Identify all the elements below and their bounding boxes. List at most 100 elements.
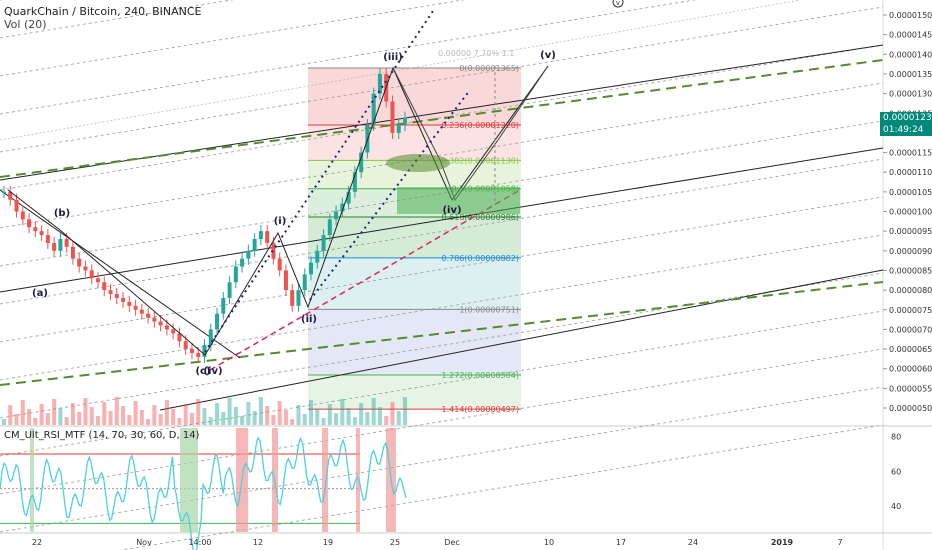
volume-bar xyxy=(20,400,25,425)
candle-body xyxy=(215,313,220,330)
volume-bar xyxy=(315,409,320,425)
candle-body xyxy=(377,73,382,94)
volume-bar xyxy=(265,406,270,425)
volume-bar xyxy=(290,419,295,425)
volume-bar xyxy=(8,405,13,425)
wave-label: (b) xyxy=(54,208,70,219)
x-tick-label: 10 xyxy=(544,538,554,547)
fib-label: 1(0.00000751) xyxy=(459,305,519,314)
candle-body xyxy=(227,282,232,298)
volume-bar xyxy=(171,409,176,425)
candles xyxy=(2,67,407,425)
channel-dashed-line xyxy=(119,424,884,550)
wave-label: (ii) xyxy=(301,314,317,325)
candle-body xyxy=(277,258,282,271)
candle-body xyxy=(340,203,345,212)
volume-bar xyxy=(108,411,113,425)
volume-bar xyxy=(58,408,63,425)
candle-body xyxy=(77,258,82,267)
candle-body xyxy=(177,333,182,342)
volume-bar xyxy=(158,414,163,425)
x-tick-label: Nov xyxy=(136,538,152,547)
candle-body xyxy=(352,172,357,192)
volume-bar xyxy=(196,399,201,425)
volume-bar xyxy=(321,418,326,425)
candle-body xyxy=(121,297,126,302)
candle-body xyxy=(108,290,113,295)
volume-bar xyxy=(359,403,364,425)
volume-bar xyxy=(121,406,126,425)
candle-body xyxy=(315,250,320,263)
wave-label: (i) xyxy=(274,216,287,227)
candle-body xyxy=(327,219,332,236)
dotted-trend-line xyxy=(309,89,471,301)
volume-bar xyxy=(33,418,38,425)
candle-body xyxy=(8,191,13,200)
channel-dashed-line xyxy=(0,348,884,495)
rsi-highlight xyxy=(322,428,328,532)
candle-body xyxy=(346,191,351,204)
fib-label: 0(0.00001365) xyxy=(459,64,519,73)
volume-bar xyxy=(64,417,69,425)
x-tick-label: 7 xyxy=(837,538,842,547)
candle-body xyxy=(265,231,270,243)
channel-outer-line xyxy=(0,0,801,141)
volume-bar xyxy=(45,413,50,425)
candle-body xyxy=(52,242,57,251)
candle-body xyxy=(133,305,138,310)
channel-dashed-line xyxy=(0,44,884,191)
volume-bar xyxy=(252,411,257,425)
chart-title: QuarkChain / Bitcoin, 240, BINANCE xyxy=(4,5,202,18)
volume-bar xyxy=(390,402,395,425)
candle-body xyxy=(70,246,75,259)
x-tick-label: 22 xyxy=(32,538,42,547)
candle-body xyxy=(334,211,339,220)
candle-body xyxy=(246,250,251,259)
candle-body xyxy=(20,211,25,220)
candle-body xyxy=(14,199,19,212)
candle-body xyxy=(290,290,295,306)
candle-body xyxy=(146,313,151,318)
candle-body xyxy=(302,274,307,291)
wave-label: (v) xyxy=(540,50,556,61)
fib-top-text: 0.00000 7.70% 1.1 xyxy=(438,49,514,58)
volume-bar xyxy=(352,417,357,425)
candle-body xyxy=(83,266,88,271)
candle-body xyxy=(139,309,144,314)
candle-body xyxy=(39,231,44,236)
x-tick-label: 25 xyxy=(390,538,400,547)
candle-body xyxy=(240,258,245,267)
volume-bar xyxy=(164,400,169,425)
candle-body xyxy=(171,329,176,334)
candle-body xyxy=(359,152,364,173)
rsi-highlight xyxy=(356,428,360,532)
fib-label: 0.786(0.00000882) xyxy=(442,254,520,263)
volume-bar xyxy=(77,412,82,425)
candle-body xyxy=(403,117,407,126)
fib-label: 1.414(0.00000497) xyxy=(442,405,520,414)
rsi-tick-label: 80 xyxy=(891,433,901,442)
channel-solid-line xyxy=(0,147,884,293)
volume-bar xyxy=(70,403,75,425)
channel-dashed-line xyxy=(0,386,884,533)
candle-body xyxy=(58,239,63,251)
x-tick-label: 2019 xyxy=(771,538,794,547)
volume-bar xyxy=(146,419,151,425)
wave-label: (c) xyxy=(195,366,210,377)
channel-dashed-line xyxy=(0,6,884,153)
volume-bar xyxy=(246,402,251,425)
volume-label: Vol (20) xyxy=(4,18,47,31)
channel-dashed-line xyxy=(0,272,884,419)
